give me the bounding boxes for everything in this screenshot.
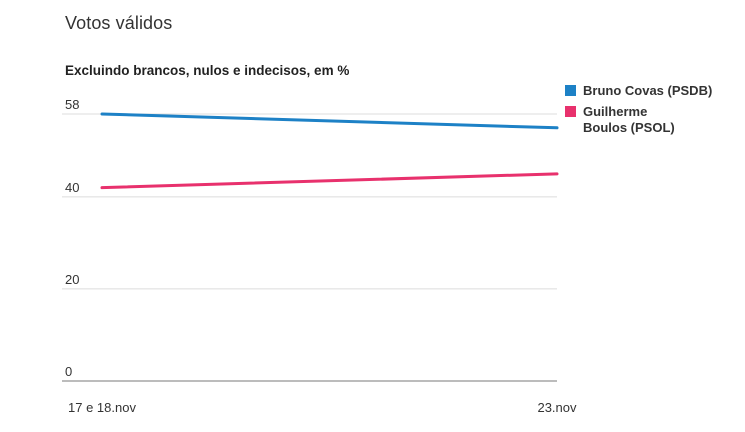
legend-item-boulos: Guilherme Boulos (PSOL) (565, 104, 715, 135)
chart-legend: Bruno Covas (PSDB) Guilherme Boulos (PSO… (565, 83, 715, 141)
legend-item-covas: Bruno Covas (PSDB) (565, 83, 715, 98)
y-tick-label: 40 (65, 180, 79, 195)
legend-label-covas: Bruno Covas (PSDB) (583, 83, 713, 98)
legend-swatch-boulos-icon (565, 106, 576, 118)
y-tick-label: 20 (65, 272, 79, 287)
chart-title: Votos válidos (65, 13, 173, 33)
x-tick-label: 17 e 18.nov (68, 400, 136, 415)
chart-subtitle: Excluindo brancos, nulos e indecisos, em… (65, 63, 350, 78)
series-line-1 (100, 172, 559, 190)
series-line-0 (100, 112, 559, 130)
legend-swatch-covas-icon (565, 85, 576, 96)
y-tick-label: 0 (65, 364, 72, 379)
y-tick-label: 58 (65, 97, 79, 112)
legend-label-boulos: Guilherme Boulos (PSOL) (583, 104, 675, 135)
x-tick-label: 23.nov (537, 400, 577, 415)
